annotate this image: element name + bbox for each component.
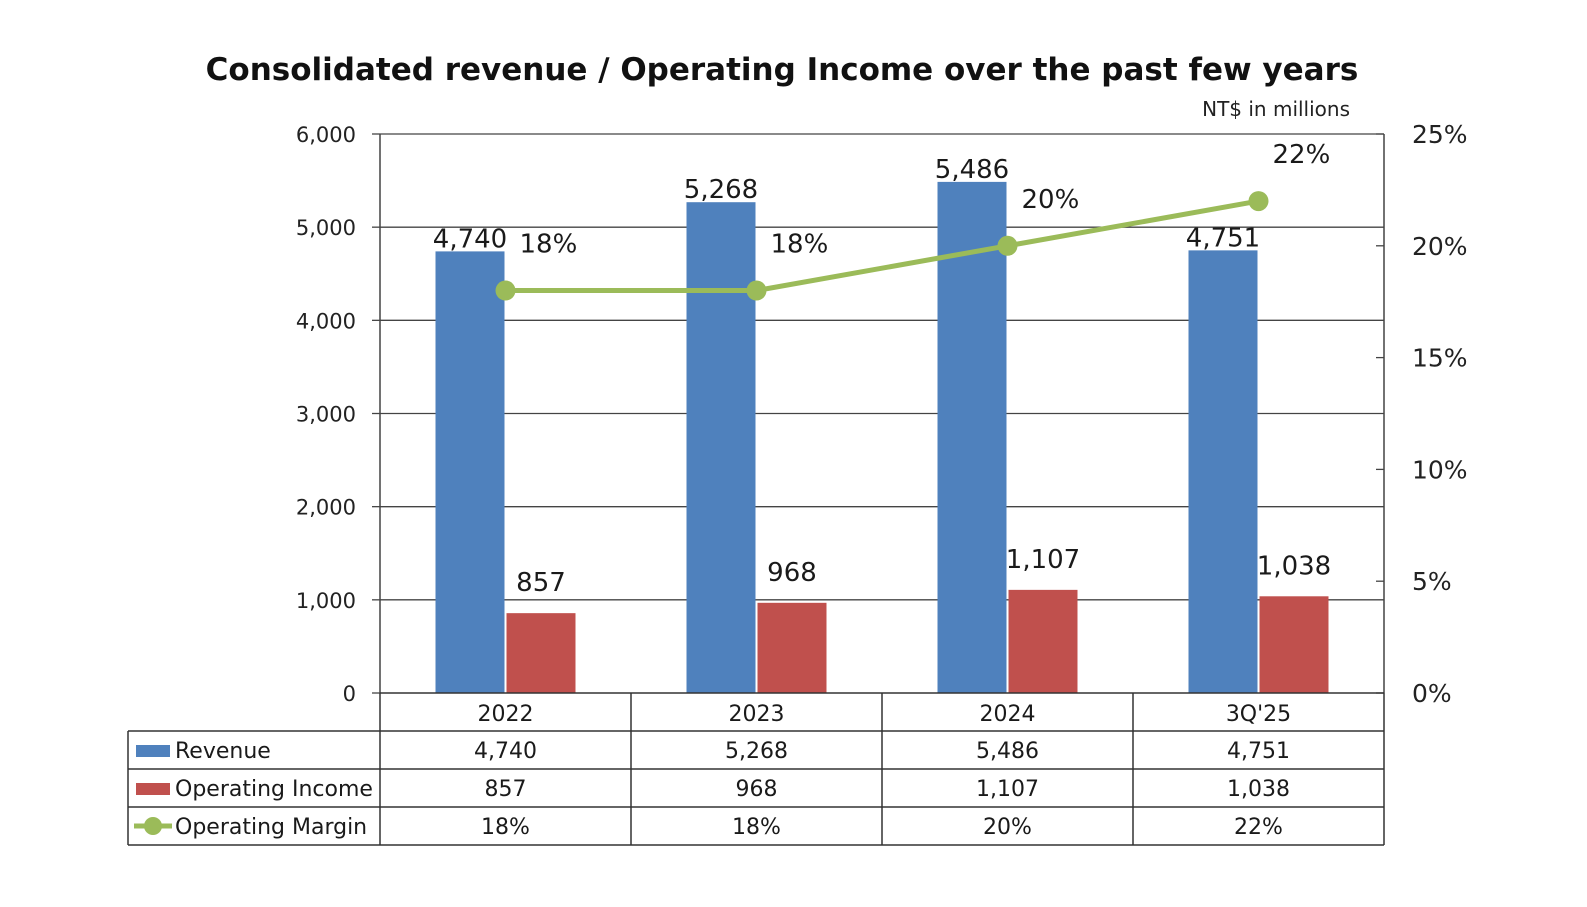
bars [435,181,1329,693]
left-tick-label: 2,000 [296,496,356,520]
legend-label: Operating Margin [175,815,367,840]
operating-margin-data-label: 20% [1022,185,1080,215]
table-cell: 18% [481,815,530,840]
category-label: 2022 [478,702,534,727]
data-table: 2022 2023 2024 3Q'25 Revenue 4,740 5,268 5,486 4… [127,692,1385,846]
table-cell: 5,268 [725,739,788,764]
legend-label: Operating Income [175,777,373,802]
operating-income-bar [506,613,576,693]
revenue-data-label: 4,740 [433,224,507,254]
operating-margin-data-label: 22% [1273,140,1331,170]
operating-margin-point [495,280,516,301]
revenue-bar [435,251,505,693]
revenue-data-label: 5,486 [935,155,1009,185]
category-label: 2023 [729,702,785,727]
table-cell: 4,751 [1227,739,1290,764]
table-cell: 968 [736,777,778,802]
revenue-data-label: 5,268 [684,175,758,205]
category-label: 3Q'25 [1226,702,1291,727]
table-cell: 20% [983,815,1032,840]
unit-note: NT$ in millions [1202,97,1350,121]
legend-label: Revenue [175,739,271,764]
operating-income-data-label: 1,107 [1006,545,1080,575]
operating-income-bar [1259,596,1329,693]
operating-margin-legend-marker [144,817,162,835]
operating-income-legend-swatch [136,783,170,795]
left-tick-label: 1,000 [296,589,356,613]
right-tick-label: 0% [1412,679,1452,708]
revenue-bar [1188,250,1258,693]
revenue-data-label: 4,751 [1186,223,1260,253]
data-labels: 4,740 857 5,268 968 5,486 1,107 4,751 1,038 18% 1… [433,140,1331,598]
operating-margin-point [1248,191,1269,212]
operating-income-data-label: 1,038 [1257,551,1331,581]
operating-margin-data-label: 18% [520,230,578,260]
category-label: 2024 [980,702,1036,727]
operating-income-data-label: 857 [516,568,566,598]
axes: 0 1,000 2,000 3,000 4,000 5,000 6,000 0% 5% 10% 15… [296,120,1468,708]
revenue-bar [686,202,756,693]
operating-margin-line [505,198,1259,294]
operating-income-bar [757,602,827,693]
left-tick-label: 3,000 [296,403,356,427]
operating-income-data-label: 968 [767,558,817,588]
table-cell: 5,486 [976,739,1039,764]
table-cell: 4,740 [474,739,537,764]
table-cell: 1,107 [976,777,1039,802]
left-tick-label: 6,000 [296,123,356,147]
table-cell: 1,038 [1227,777,1290,802]
left-tick-label: 0 [343,682,356,706]
right-tick-label: 15% [1412,344,1468,373]
right-tick-label: 10% [1412,455,1468,484]
operating-margin-point [997,235,1018,256]
operating-income-bar [1008,589,1078,693]
revenue-legend-swatch [136,745,170,757]
table-cell: 18% [732,815,781,840]
right-tick-label: 25% [1412,120,1468,149]
right-tick-label: 5% [1412,567,1452,596]
table-cell: 857 [485,777,527,802]
table-cell: 22% [1234,815,1283,840]
revenue-bar [937,181,1007,693]
margin-line [495,191,1269,301]
operating-margin-data-label: 18% [771,230,829,260]
right-tick-label: 20% [1412,232,1468,261]
operating-margin-point [746,280,767,301]
left-tick-label: 5,000 [296,216,356,240]
left-tick-label: 4,000 [296,309,356,333]
chart-title: Consolidated revenue / Operating Income … [206,52,1359,88]
